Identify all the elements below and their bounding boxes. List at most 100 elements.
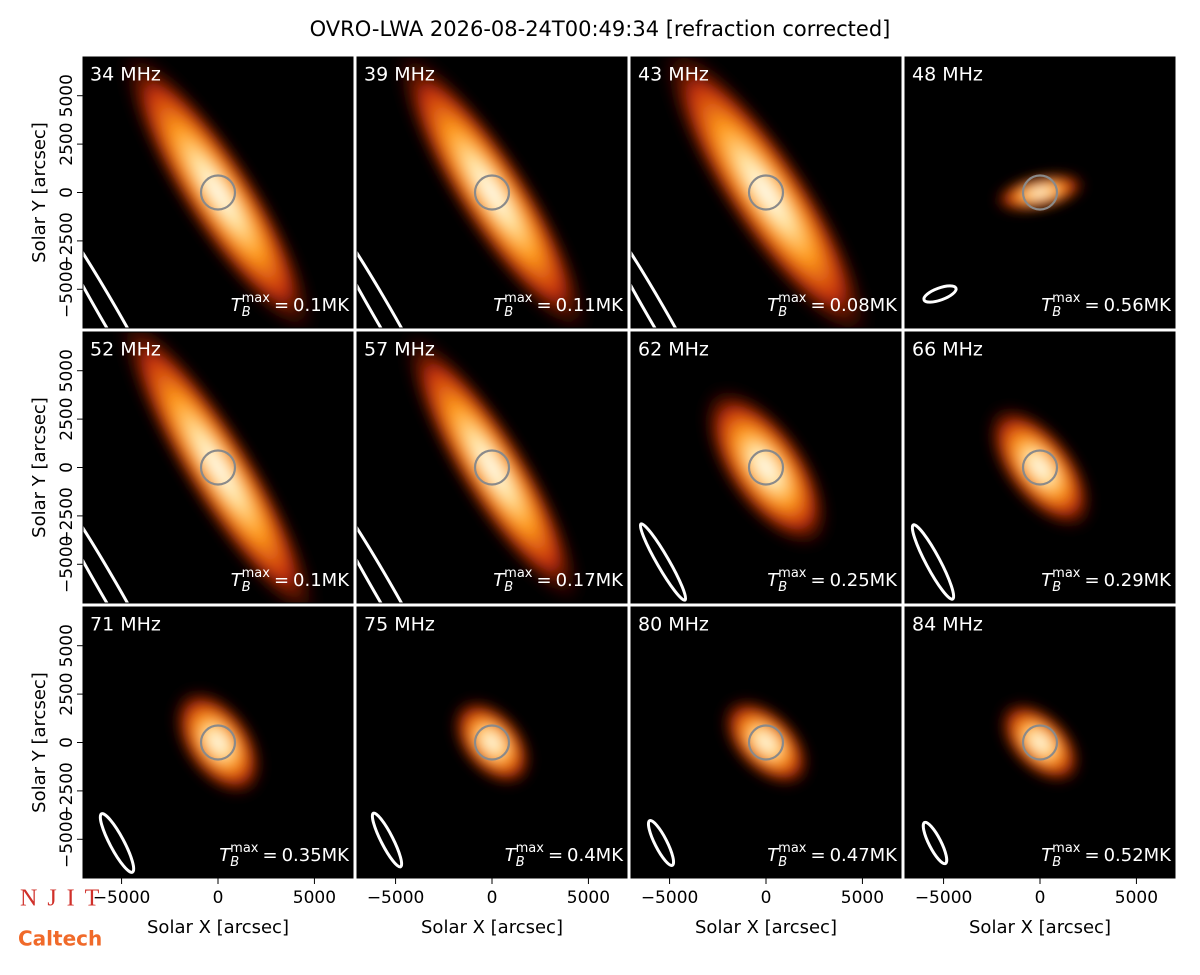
tmax-value: 0.47MK	[830, 845, 899, 866]
solar-disk	[473, 449, 511, 486]
y-tick-label: 5000	[57, 349, 77, 392]
panel	[631, 57, 901, 328]
tmax-value: 0.17MK	[556, 570, 625, 591]
frequency-label: 75 MHz	[364, 614, 435, 636]
beam	[83, 202, 173, 328]
tmax-sub: B	[242, 580, 251, 595]
beam	[357, 477, 447, 603]
axes-frame	[630, 331, 902, 604]
tmax-label: TBmax = 0.1MK	[231, 566, 351, 595]
tmax-sub: B	[778, 305, 787, 320]
tmax-label: TBmax = 0.1MK	[231, 291, 351, 320]
figure-title: OVRO-LWA 2026-08-24T00:49:34 [refraction…	[310, 17, 891, 41]
axes-frame	[904, 56, 1176, 329]
frequency-label: 62 MHz	[638, 339, 709, 361]
y-tick-label: 2500	[57, 397, 77, 440]
panel	[631, 332, 901, 603]
tmax-sup: max	[516, 841, 545, 856]
solar-disk	[747, 449, 785, 486]
tmax-sub: B	[1052, 855, 1061, 870]
panel	[905, 332, 1175, 603]
emission	[171, 687, 265, 798]
tmax-symbol: T	[231, 570, 244, 591]
tmax-label: TBmax = 0.47MK	[767, 841, 898, 870]
frequency-label: 43 MHz	[638, 64, 709, 86]
emission	[985, 404, 1095, 531]
axes-frame	[904, 331, 1176, 604]
tmax-label: TBmax = 0.11MK	[493, 291, 624, 320]
emission	[116, 332, 320, 603]
beam	[357, 202, 447, 328]
x-axis-label: Solar X [arcsec]	[421, 917, 563, 938]
y-tick-label: −5000	[57, 811, 77, 869]
tmax-sub: B	[778, 855, 787, 870]
tmax-eq: =	[1084, 570, 1099, 591]
solar-disk	[473, 174, 511, 211]
panel	[83, 607, 353, 878]
emission	[720, 696, 812, 789]
x-tick-label: −5000	[93, 888, 151, 908]
tmax-eq: =	[1084, 845, 1099, 866]
x-tick-label: −5000	[915, 888, 973, 908]
emission	[660, 57, 872, 328]
tmax-sup: max	[504, 566, 533, 581]
panel	[631, 607, 901, 878]
x-tick-label: 5000	[293, 888, 336, 908]
tmax-label: TBmax = 0.29MK	[1041, 566, 1172, 595]
emission	[450, 697, 534, 788]
tmax-value: 0.35MK	[282, 845, 351, 866]
panel	[357, 57, 627, 328]
tmax-eq: =	[810, 570, 825, 591]
y-tick-label: −2500	[57, 212, 77, 270]
tmax-symbol: T	[493, 295, 506, 316]
solar-disk	[1021, 724, 1059, 761]
tmax-eq: =	[548, 845, 563, 866]
tmax-sup: max	[778, 841, 807, 856]
tmax-sub: B	[242, 305, 251, 320]
x-axis-label: Solar X [arcsec]	[969, 917, 1111, 938]
x-axis-label: Solar X [arcsec]	[147, 917, 289, 938]
y-tick-label: −5000	[57, 261, 77, 319]
beam	[98, 812, 136, 874]
y-axis-label: Solar Y [arcsec]	[29, 122, 50, 263]
solar-disk	[1021, 174, 1059, 211]
beam	[638, 522, 688, 602]
frequency-label: 57 MHz	[364, 339, 435, 361]
emission	[401, 332, 583, 603]
x-tick-label: 0	[1035, 888, 1046, 908]
x-axis-label: Solar X [arcsec]	[695, 917, 837, 938]
frequency-label: 71 MHz	[90, 614, 161, 636]
solar-disk	[1021, 449, 1059, 486]
y-tick-label: 2500	[57, 672, 77, 715]
tmax-sup: max	[778, 566, 807, 581]
x-tick-label: 0	[487, 888, 498, 908]
panel	[83, 57, 353, 328]
tmax-label: TBmax = 0.17MK	[493, 566, 624, 595]
y-tick-label: 5000	[57, 74, 77, 117]
tmax-sub: B	[516, 855, 525, 870]
beam	[631, 202, 721, 328]
y-tick-label: 2500	[57, 122, 77, 165]
emission	[997, 700, 1083, 785]
tmax-symbol: T	[231, 295, 244, 316]
y-tick-label: −2500	[57, 762, 77, 820]
tmax-sub: B	[230, 855, 239, 870]
njit-logo: NJIT	[20, 886, 109, 912]
tmax-sub: B	[504, 305, 513, 320]
x-tick-label: 0	[213, 888, 224, 908]
beam	[646, 819, 676, 867]
beam	[83, 477, 173, 603]
solar-disk	[747, 174, 785, 211]
tmax-sub: B	[504, 580, 513, 595]
tmax-value: 0.1MK	[293, 570, 350, 591]
tmax-eq: =	[536, 570, 551, 591]
emission	[992, 172, 1088, 213]
tmax-symbol: T	[493, 570, 506, 591]
beam	[370, 811, 404, 869]
tmax-symbol: T	[1041, 570, 1054, 591]
emission	[701, 386, 831, 549]
axes-frame	[356, 331, 628, 604]
axes-frame	[356, 56, 628, 329]
tmax-symbol: T	[219, 845, 232, 866]
